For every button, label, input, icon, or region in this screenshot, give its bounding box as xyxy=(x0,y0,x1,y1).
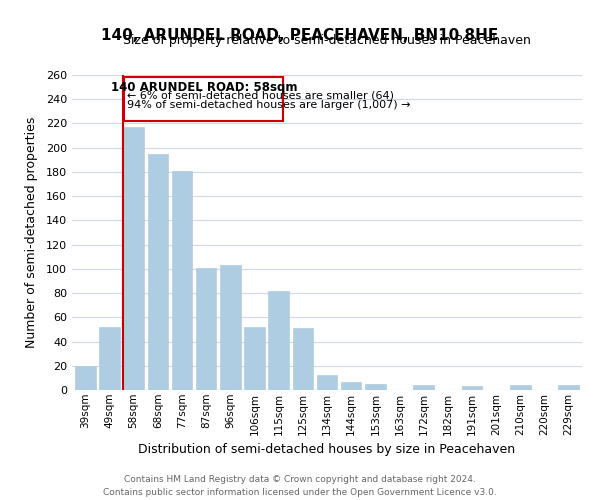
Bar xyxy=(148,154,168,390)
Text: 140, ARUNDEL ROAD, PEACEHAVEN, BN10 8HE: 140, ARUNDEL ROAD, PEACEHAVEN, BN10 8HE xyxy=(101,28,499,42)
Bar xyxy=(341,382,361,390)
Bar xyxy=(317,376,337,390)
Bar xyxy=(172,170,192,390)
Bar xyxy=(510,385,530,390)
Bar xyxy=(124,127,144,390)
Bar xyxy=(268,290,289,390)
Text: 94% of semi-detached houses are larger (1,007) →: 94% of semi-detached houses are larger (… xyxy=(127,100,411,110)
Text: Contains HM Land Registry data © Crown copyright and database right 2024.: Contains HM Land Registry data © Crown c… xyxy=(124,476,476,484)
Text: ← 6% of semi-detached houses are smaller (64): ← 6% of semi-detached houses are smaller… xyxy=(127,90,394,101)
Bar xyxy=(365,384,386,390)
X-axis label: Distribution of semi-detached houses by size in Peacehaven: Distribution of semi-detached houses by … xyxy=(139,443,515,456)
Title: Size of property relative to semi-detached houses in Peacehaven: Size of property relative to semi-detach… xyxy=(123,34,531,48)
Bar xyxy=(462,386,482,390)
Bar xyxy=(413,385,434,390)
Bar xyxy=(220,265,241,390)
Bar xyxy=(559,385,579,390)
Y-axis label: Number of semi-detached properties: Number of semi-detached properties xyxy=(25,117,38,348)
Bar xyxy=(244,327,265,390)
FancyBboxPatch shape xyxy=(124,78,283,121)
Text: Contains public sector information licensed under the Open Government Licence v3: Contains public sector information licen… xyxy=(103,488,497,497)
Text: 140 ARUNDEL ROAD: 58sqm: 140 ARUNDEL ROAD: 58sqm xyxy=(110,81,297,94)
Bar xyxy=(99,327,120,390)
Bar xyxy=(75,366,95,390)
Bar xyxy=(196,268,217,390)
Bar xyxy=(293,328,313,390)
